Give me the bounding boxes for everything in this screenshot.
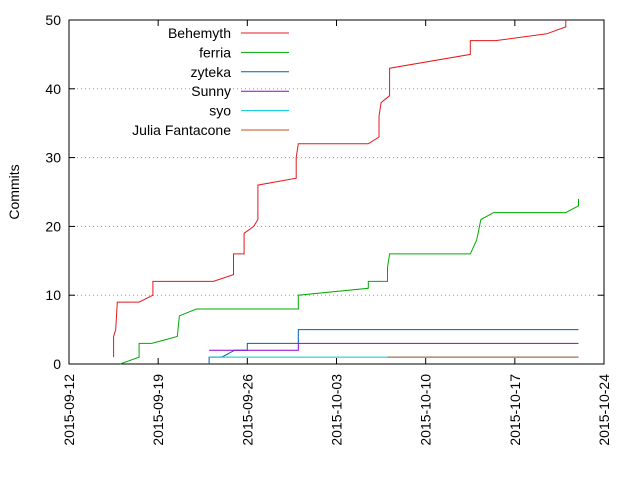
legend-label: zyteka — [191, 64, 232, 80]
legend-label: ferria — [199, 44, 231, 60]
y-axis-label: Commits — [6, 164, 22, 219]
xtick-label: 2015-10-10 — [418, 374, 434, 446]
series-line-0 — [113, 20, 567, 358]
legend: Behemyth ferria zyteka Sunny syo Julia Fantac… — [132, 25, 289, 138]
xtick-label: 2015-09-26 — [239, 374, 255, 446]
ytick-label: 30 — [45, 150, 61, 166]
xtick-label: 2015-09-19 — [150, 374, 166, 446]
ytick-label: 10 — [45, 287, 61, 303]
ytick-label: 0 — [53, 356, 61, 372]
grid-lines — [69, 88, 604, 296]
ytick-label: 20 — [45, 218, 61, 234]
legend-label: Sunny — [191, 83, 231, 99]
series-line-1 — [119, 198, 579, 365]
series-line-3 — [209, 342, 579, 351]
ytick-label: 50 — [45, 12, 61, 28]
xtick-label: 2015-10-17 — [507, 374, 523, 446]
legend-label: Behemyth — [168, 25, 231, 41]
x-tick-labels: 2015-09-12 2015-09-19 2015-09-26 2015-10-03… — [61, 374, 612, 446]
xtick-label: 2015-10-03 — [329, 374, 345, 446]
xtick-label: 2015-09-12 — [61, 374, 77, 446]
axis-ticks — [68, 19, 605, 365]
series-line-2 — [208, 329, 579, 364]
legend-label: syo — [209, 103, 231, 119]
y-tick-labels: 0 10 20 30 40 50 — [45, 12, 61, 372]
legend-label: Julia Fantacone — [132, 122, 231, 138]
plot-border — [68, 19, 605, 365]
ytick-label: 40 — [45, 81, 61, 97]
xtick-label: 2015-10-24 — [596, 374, 612, 446]
series-lines — [113, 20, 579, 365]
